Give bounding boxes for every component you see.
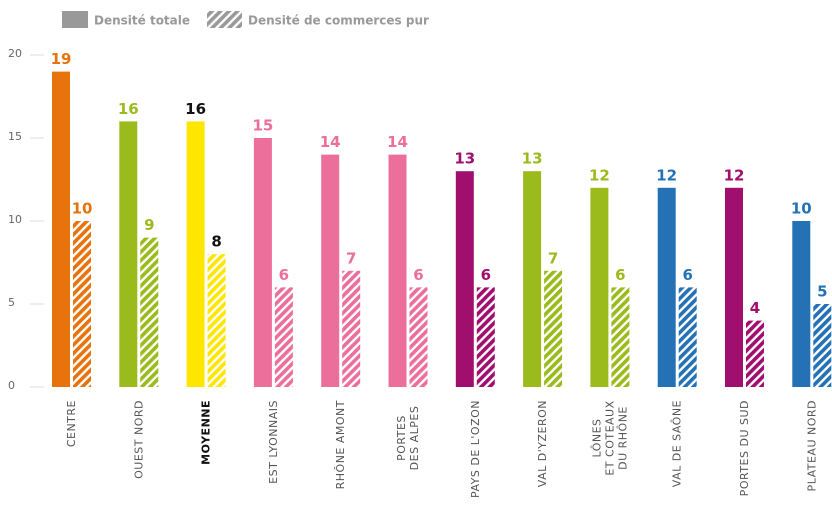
bar <box>611 287 630 387</box>
value-label: 5 <box>817 283 827 301</box>
bar <box>725 187 743 387</box>
legend-swatch <box>207 11 242 28</box>
y-tick-label: 0 <box>8 379 15 392</box>
legend-swatch <box>62 11 88 28</box>
legend-label: Densité de commerces pur <box>248 14 429 28</box>
bar <box>476 287 495 387</box>
bar <box>792 221 811 387</box>
x-tick-label: EST LYONNAIS <box>267 400 280 484</box>
x-tick-label: PORTES DU SUD <box>738 400 751 496</box>
x-tick-label: PORTESDES ALPES <box>395 406 421 471</box>
bar <box>274 287 293 387</box>
y-tick-label: 15 <box>8 130 22 143</box>
bar <box>119 121 138 388</box>
bar <box>455 171 474 387</box>
value-label: 4 <box>750 299 760 317</box>
x-tick-label: MOYENNE <box>200 400 213 465</box>
value-label: 14 <box>320 133 341 151</box>
legend-label: Densité totale <box>94 14 190 28</box>
x-tick-label: VAL D'YZERON <box>536 400 549 487</box>
value-label: 6 <box>413 266 423 284</box>
value-label: 6 <box>682 266 692 284</box>
value-label: 12 <box>656 166 677 184</box>
bar <box>746 320 764 387</box>
value-label: 7 <box>346 249 356 267</box>
value-label: 6 <box>279 266 289 284</box>
value-label: 12 <box>724 166 745 184</box>
y-tick-label: 10 <box>8 213 22 226</box>
bar <box>590 187 609 387</box>
value-label: 12 <box>589 166 610 184</box>
value-label: 13 <box>522 150 543 168</box>
bar <box>140 237 159 387</box>
value-label: 15 <box>252 117 273 135</box>
value-label: 8 <box>211 233 221 251</box>
value-label: 14 <box>387 133 408 151</box>
x-tick-label: CENTRE <box>65 400 78 447</box>
value-label: 13 <box>454 150 475 168</box>
bar <box>544 270 563 387</box>
bar <box>657 187 676 387</box>
x-tick-label: LÔNESET COTEAUXDU RHÔNE <box>590 400 629 475</box>
value-label: 10 <box>791 200 812 218</box>
value-label: 6 <box>481 266 491 284</box>
value-label: 16 <box>185 100 206 118</box>
bar <box>73 221 91 387</box>
bar <box>678 287 697 387</box>
bar <box>813 304 832 387</box>
x-tick-label: PLATEAU NORD <box>805 400 818 491</box>
value-label: 10 <box>72 200 93 218</box>
value-label: 16 <box>118 100 139 118</box>
bar <box>321 154 340 387</box>
x-tick-label: RHÔNE AMONT <box>334 400 347 489</box>
value-label: 9 <box>144 216 154 234</box>
bar <box>186 121 205 388</box>
x-tick-label: OUEST NORD <box>132 400 145 479</box>
value-label: 19 <box>51 50 72 68</box>
bar <box>523 171 542 387</box>
bar <box>253 138 272 387</box>
bar <box>342 270 361 387</box>
x-tick-label: PAYS DE L'OZON <box>469 400 482 498</box>
y-tick-label: 20 <box>8 47 22 60</box>
bar <box>388 154 407 387</box>
bar <box>409 287 428 387</box>
value-label: 6 <box>615 266 625 284</box>
y-tick-label: 5 <box>8 296 15 309</box>
x-tick-label: VAL DE SAÔNE <box>671 400 684 487</box>
bar <box>207 254 226 387</box>
value-label: 7 <box>548 249 558 267</box>
bar <box>52 71 70 387</box>
